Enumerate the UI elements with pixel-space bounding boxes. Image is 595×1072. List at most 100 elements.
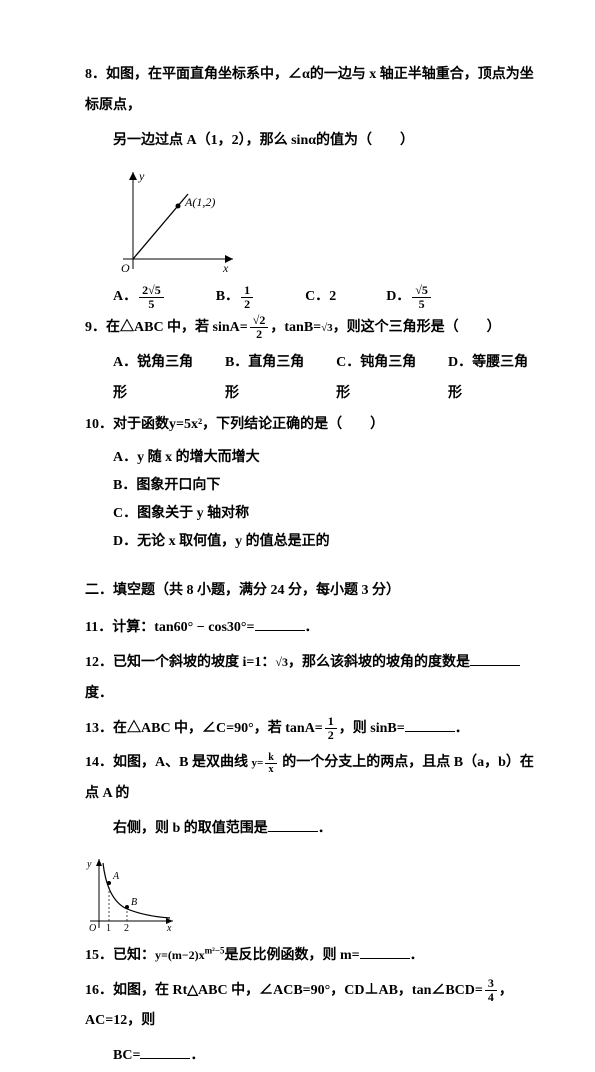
q11-num: 11． <box>85 620 112 635</box>
q9-optC: C．钝角三角形 <box>336 348 428 410</box>
q14-O: O <box>89 923 96 933</box>
q8-optC: C． 2 <box>305 282 336 313</box>
frac-num: 3 <box>485 977 497 991</box>
q9-frac: √22 <box>250 314 269 341</box>
q10: 10．对于函数y=5x²，下列结论正确的是（ ） <box>85 410 540 441</box>
frac-den: 2 <box>325 729 337 742</box>
q13-pre: 在△ABC 中，∠C=90°，若 tanA= <box>113 721 323 736</box>
q14-A: A <box>112 871 120 882</box>
q14-num: 14． <box>85 755 113 770</box>
q8-y-label: y <box>138 169 145 183</box>
q16-post: ． <box>190 1048 204 1063</box>
q12-num: 12． <box>85 655 113 670</box>
q10-optB: B．图象开口向下 <box>113 472 540 500</box>
q15-post: ． <box>410 948 424 963</box>
q16-frac: 34 <box>485 977 497 1004</box>
q8-optA-frac: 2√5 5 <box>139 284 164 311</box>
frac-den: 5 <box>139 298 164 311</box>
q15-mid: 是反比例函数，则 m= <box>225 948 360 963</box>
q8-optA: A． 2√5 5 <box>113 282 166 313</box>
q10-optD: D．无论 x 取何值，y 的值总是正的 <box>113 528 540 556</box>
q16-line2: BC= ． <box>85 1041 540 1072</box>
q15-formula: y=(m−2)x <box>155 948 205 962</box>
q14: 14．如图，A、B 是双曲线 y=kx 的一个分支上的两点，且点 B（a，b）在… <box>85 748 540 810</box>
frac-num: 1 <box>325 715 337 729</box>
q8-text2: 另一边过点 A（1，2），那么 sinα的值为（ ） <box>113 133 414 148</box>
q8-optC-val: 2 <box>329 282 336 313</box>
q15-pre: 已知： <box>113 948 155 963</box>
q13-blank <box>405 717 455 732</box>
q12-blank <box>470 651 520 666</box>
q10-num: 10． <box>85 417 113 432</box>
q9-optB: B．直角三角形 <box>225 348 316 410</box>
q15-num: 15． <box>85 948 113 963</box>
frac-den: 2 <box>241 298 253 311</box>
q9-num: 9． <box>85 320 106 335</box>
q10-optA: A．y 随 x 的增大而增大 <box>113 444 540 472</box>
q14-frac: kx <box>265 752 277 775</box>
section2-title: 二．填空题（共 8 小题，满分 24 分，每小题 3 分） <box>85 576 540 607</box>
frac-den: x <box>265 764 277 775</box>
q16-num: 16． <box>85 983 113 998</box>
q13-post: ． <box>455 721 469 736</box>
q10-options: A．y 随 x 的增大而增大 B．图象开口向下 C．图象关于 y 轴对称 D．无… <box>85 444 540 556</box>
q9: 9．在△ABC 中，若 sinA=√22，tanB=√3，则这个三角形是（ ） <box>85 313 540 344</box>
q11-blank <box>255 616 305 631</box>
q14-1: 1 <box>106 923 111 933</box>
frac-num: 1 <box>241 284 253 298</box>
frac-den: 5 <box>412 298 431 311</box>
q12-sqrt: √3 <box>275 655 288 669</box>
q16: 16．如图，在 Rt△ABC 中，∠ACB=90°，CD⊥AB，tan∠BCD=… <box>85 976 540 1038</box>
q9-optD: D．等腰三角形 <box>448 348 540 410</box>
q8-line2: 另一边过点 A（1，2），那么 sinα的值为（ ） <box>85 126 540 157</box>
q14-y: y= <box>251 757 263 769</box>
frac-num: √2 <box>250 314 269 328</box>
frac-num: 2√5 <box>139 284 164 298</box>
q8-optB-label: B． <box>216 282 239 313</box>
q12: 12．已知一个斜坡的坡度 i=1：√3，那么该斜坡的坡角的度数是度． <box>85 648 540 710</box>
q8: 8．如图，在平面直角坐标系中，∠α的一边与 x 轴正半轴重合，顶点为坐标原点， <box>85 60 540 122</box>
q8-optD-frac: √5 5 <box>412 284 431 311</box>
q14-line2: 右侧，则 b 的取值范围是 ． <box>85 814 540 845</box>
frac-num: √5 <box>412 284 431 298</box>
q13-frac: 12 <box>325 715 337 742</box>
frac-den: 2 <box>250 328 269 341</box>
q12-unit: 度． <box>85 686 113 701</box>
q15-blank <box>360 944 410 959</box>
q15-exp: m²−5 <box>205 945 225 955</box>
q13-mid: ，则 sinB= <box>339 721 405 736</box>
q14-blank <box>268 817 318 832</box>
frac-num: k <box>265 752 277 764</box>
q16-text2: BC= <box>113 1048 140 1063</box>
q12-post: ，那么该斜坡的坡角的度数是 <box>288 655 470 670</box>
q8-graph: A(1,2) x y O <box>113 164 540 274</box>
q8-x-label: x <box>222 261 229 274</box>
q8-num: 8． <box>85 67 106 82</box>
q15: 15．已知：y=(m−2)xm²−5是反比例函数，则 m= ． <box>85 941 540 972</box>
q11: 11．计算：tan60° − cos30°=． <box>85 613 540 644</box>
q12-pre: 已知一个斜坡的坡度 i=1： <box>113 655 275 670</box>
q8-optD: D． √5 5 <box>386 282 433 313</box>
q14-text2: 右侧，则 b 的取值范围是 <box>113 821 268 836</box>
q14-B: B <box>131 897 137 908</box>
q14-y-axis: y <box>86 859 92 870</box>
q10-optC: C．图象关于 y 轴对称 <box>113 500 540 528</box>
q13-num: 13． <box>85 721 113 736</box>
q8-optD-label: D． <box>386 282 410 313</box>
q13: 13．在△ABC 中，∠C=90°，若 tanA=12，则 sinB= ． <box>85 714 540 745</box>
q9-post: ，则这个三角形是（ ） <box>333 320 501 335</box>
q10-text: 对于函数y=5x²，下列结论正确的是（ ） <box>113 417 384 432</box>
q8-optC-label: C． <box>305 282 329 313</box>
q14-pre: 如图，A、B 是双曲线 <box>113 755 251 770</box>
q9-optA: A．锐角三角形 <box>113 348 205 410</box>
q14-post: ． <box>318 821 332 836</box>
q8-o-label: O <box>121 261 130 274</box>
q8-optB-frac: 1 2 <box>241 284 253 311</box>
q8-optA-label: A． <box>113 282 137 313</box>
frac-den: 4 <box>485 991 497 1004</box>
q8-optB: B． 1 2 <box>216 282 255 313</box>
q9-pre: 在△ABC 中，若 sinA= <box>106 320 248 335</box>
q9-choices: A．锐角三角形 B．直角三角形 C．钝角三角形 D．等腰三角形 <box>85 348 540 410</box>
q9-mid: ，tanB= <box>270 320 321 335</box>
q14-2: 2 <box>124 923 129 933</box>
